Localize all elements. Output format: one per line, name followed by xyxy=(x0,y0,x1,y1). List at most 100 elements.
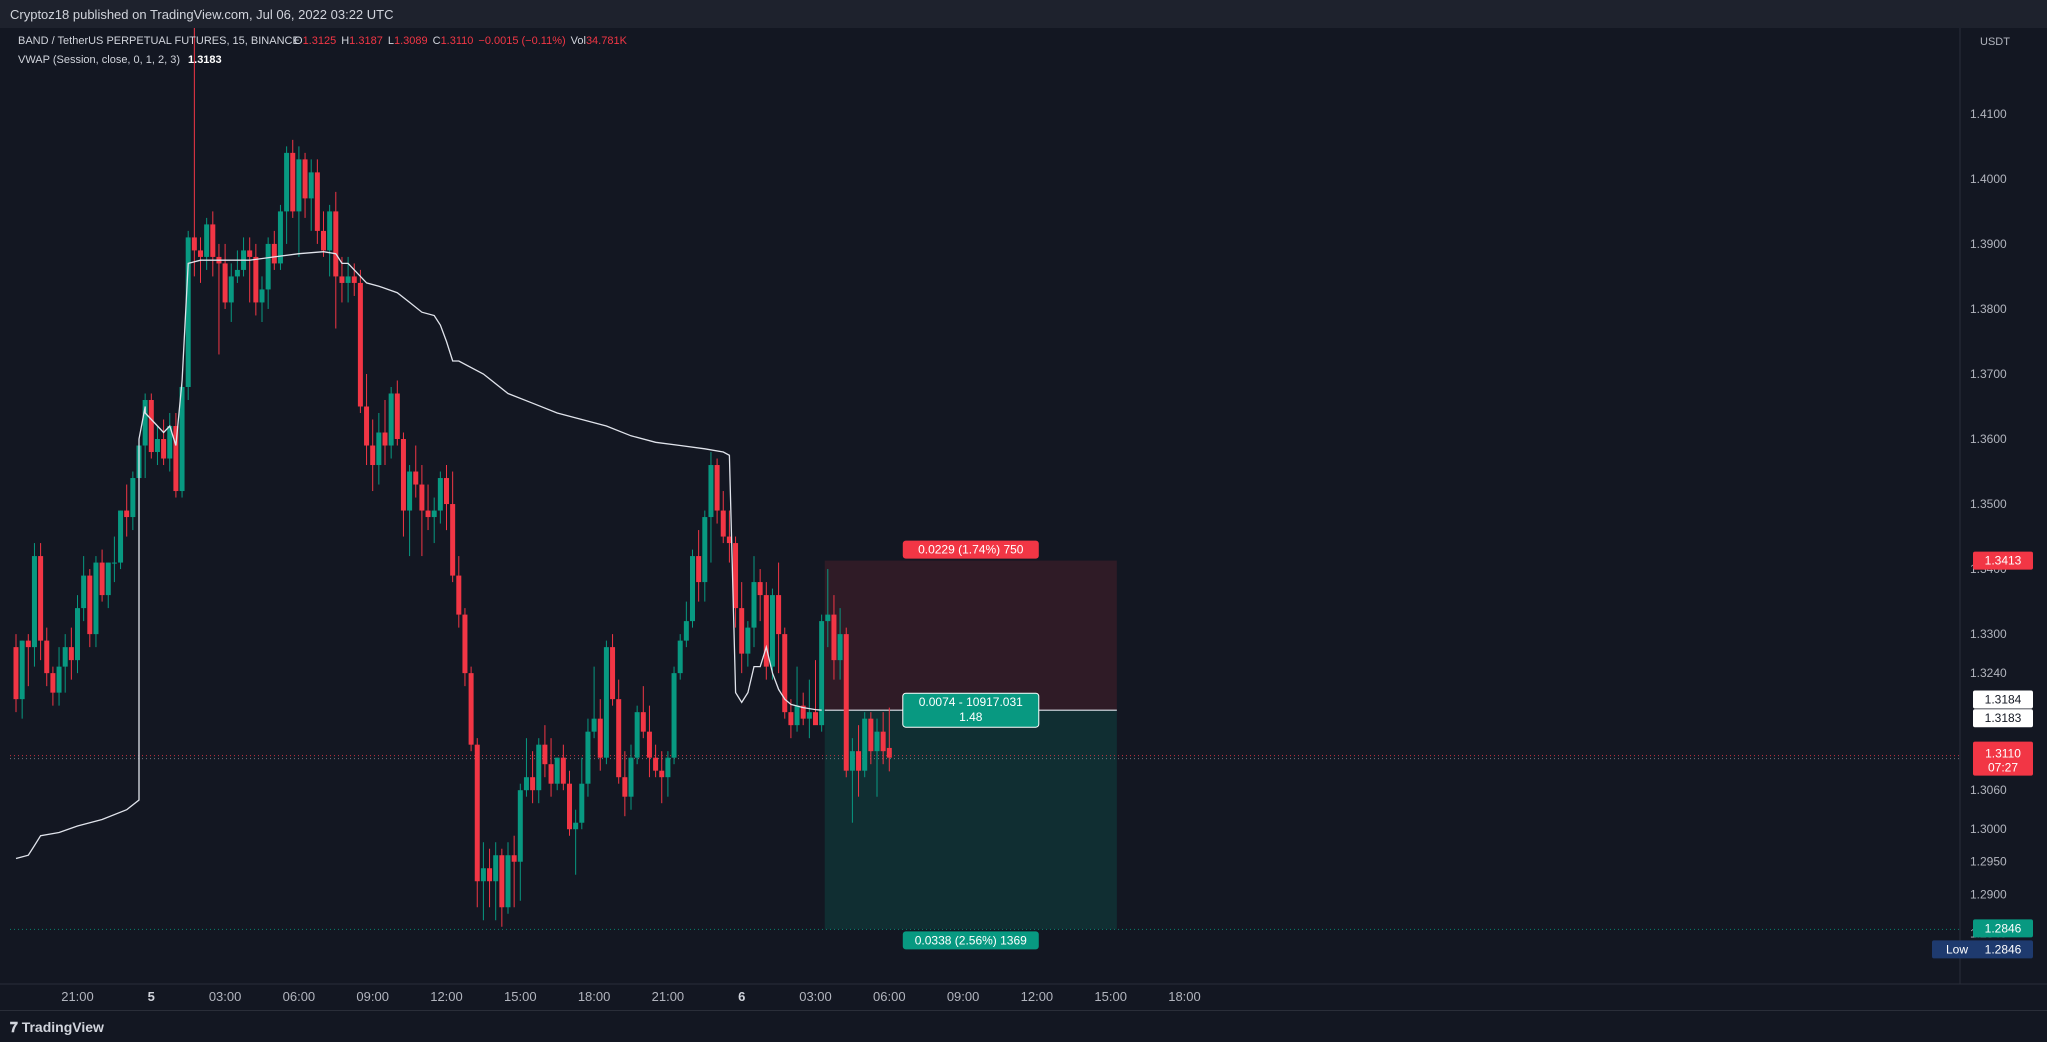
candle-body xyxy=(837,634,843,661)
candle-body xyxy=(290,152,296,212)
candle-body xyxy=(714,465,720,511)
vwap-tag-b: 1.3183 xyxy=(1985,711,2022,725)
entry-label-text: 1.48 xyxy=(959,710,983,724)
candle-body xyxy=(413,471,419,485)
legend-vol-label: Vol xyxy=(571,35,586,47)
price-chart[interactable]: 0.0229 (1.74%) 750 0.0074 - 10917.0311.48… xyxy=(0,0,2047,1010)
candle-body xyxy=(511,855,517,862)
take-profit-zone xyxy=(824,710,1117,930)
x-tick: 12:00 xyxy=(430,989,463,1004)
stop-tag-bg xyxy=(1973,551,2033,570)
legend-low: 1.3089 xyxy=(394,35,428,47)
candle-body xyxy=(782,634,788,713)
candle-body xyxy=(198,250,203,257)
candle-body xyxy=(210,224,216,257)
y-tick: 1.4100 xyxy=(1970,107,2007,121)
candle-body xyxy=(185,237,191,387)
candle-body xyxy=(234,269,240,277)
position-labels: 0.0229 (1.74%) 750 0.0074 - 10917.0311.48… xyxy=(902,540,1040,950)
y-tick: 1.3600 xyxy=(1970,432,2007,446)
candle-body xyxy=(763,595,769,667)
candle-body xyxy=(124,510,130,518)
candle-body xyxy=(659,770,665,778)
candle-body xyxy=(345,276,351,283)
candle-body xyxy=(585,731,591,784)
legend-close: 1.3110 xyxy=(441,35,474,47)
tradingview-logo[interactable]: 𝟕 TradingView xyxy=(10,1019,104,1036)
time-axis[interactable]: 21:00 5 03:00 06:00 09:00 12:00 15:00 18:00 21:0… xyxy=(0,983,2047,1010)
y-tick: 1.2950 xyxy=(1970,855,2007,869)
candle-body xyxy=(886,747,892,758)
footer-brand: TradingView xyxy=(21,1019,104,1035)
candle-body xyxy=(333,211,339,277)
candle-body xyxy=(142,399,148,446)
candle-body xyxy=(720,510,726,537)
candle-body xyxy=(148,399,154,453)
target-label-text: 0.0338 (2.56%) 1369 xyxy=(915,933,1027,947)
x-tick: 09:00 xyxy=(947,989,980,1004)
candle-body xyxy=(702,517,708,583)
y-tick: 1.3300 xyxy=(1970,627,2007,641)
low-tag-label: Low xyxy=(1946,942,1968,956)
candle-body xyxy=(616,699,622,778)
candle-body xyxy=(394,393,400,440)
candle-body xyxy=(573,822,579,830)
legend-change: −0.0015 (−0.11%) xyxy=(478,35,565,47)
target-tag: 1.2846 xyxy=(1985,921,2022,935)
candle-body xyxy=(259,289,265,303)
candle-body xyxy=(444,478,449,505)
candle-body xyxy=(296,159,302,212)
candle-body xyxy=(105,562,111,596)
vwap-line xyxy=(15,251,822,860)
candle-body xyxy=(480,868,486,882)
candle-body xyxy=(493,855,499,882)
candle-body xyxy=(819,621,825,726)
legend-symbol: BAND / TetherUS PERPETUAL FUTURES, 15, B… xyxy=(18,35,300,47)
x-tick: 15:00 xyxy=(1094,989,1127,1004)
candle-body xyxy=(56,666,62,693)
candle-body xyxy=(265,243,271,290)
legend-volume: 34.781K xyxy=(586,35,628,47)
candle-body xyxy=(745,627,751,654)
y-tick: 1.3800 xyxy=(1970,302,2007,316)
y-tick: 1.3000 xyxy=(1970,822,2007,836)
candle-body xyxy=(314,172,320,231)
stop-label: 0.0229 (1.74%) 750 xyxy=(902,540,1039,559)
candle-body xyxy=(640,712,646,732)
candle-body xyxy=(425,510,431,518)
candle-body xyxy=(450,504,456,576)
candle-body xyxy=(222,263,228,303)
position-tool[interactable] xyxy=(824,560,1117,930)
candle-body xyxy=(370,445,376,466)
candle-body xyxy=(357,282,363,407)
x-tick: 03:00 xyxy=(799,989,832,1004)
legend-vwap: VWAP (Session, close, 0, 1, 2, 3) 1.3183 xyxy=(18,54,222,66)
candle-body xyxy=(499,855,505,908)
candle-body xyxy=(554,757,560,784)
candle-body xyxy=(523,777,529,791)
footer: 𝟕 TradingView xyxy=(0,1010,2047,1042)
candle-body xyxy=(733,543,739,609)
candle-body xyxy=(431,510,437,518)
vwap-polyline xyxy=(15,251,822,860)
x-tick: 5 xyxy=(148,989,155,1004)
candle-body xyxy=(530,777,536,791)
price-axis[interactable]: USDT 1.4100 1.4000 1.3900 1.3800 1.3700 1.3600… xyxy=(1932,28,2047,1010)
target-tag-bg xyxy=(1973,919,2033,938)
candle-body xyxy=(548,764,554,784)
candle-body xyxy=(677,640,683,674)
candle-body xyxy=(591,718,597,732)
y-tick: 1.3900 xyxy=(1970,237,2007,251)
candle-body xyxy=(302,159,308,199)
entry-label-text: 0.0074 - 10917.031 xyxy=(919,695,1023,709)
candle-body xyxy=(813,712,818,726)
last-tag-bg xyxy=(1973,741,2033,776)
candle-body xyxy=(13,647,19,700)
candle-body xyxy=(308,172,314,199)
candle-body xyxy=(868,718,874,752)
x-tick: 21:00 xyxy=(61,989,94,1004)
chart-area[interactable]: 0.0229 (1.74%) 750 0.0074 - 10917.031 1.48… xyxy=(0,0,2047,1010)
candle-body xyxy=(769,595,775,667)
y-tick: 1.4000 xyxy=(1970,172,2007,186)
x-tick: 18:00 xyxy=(578,989,611,1004)
